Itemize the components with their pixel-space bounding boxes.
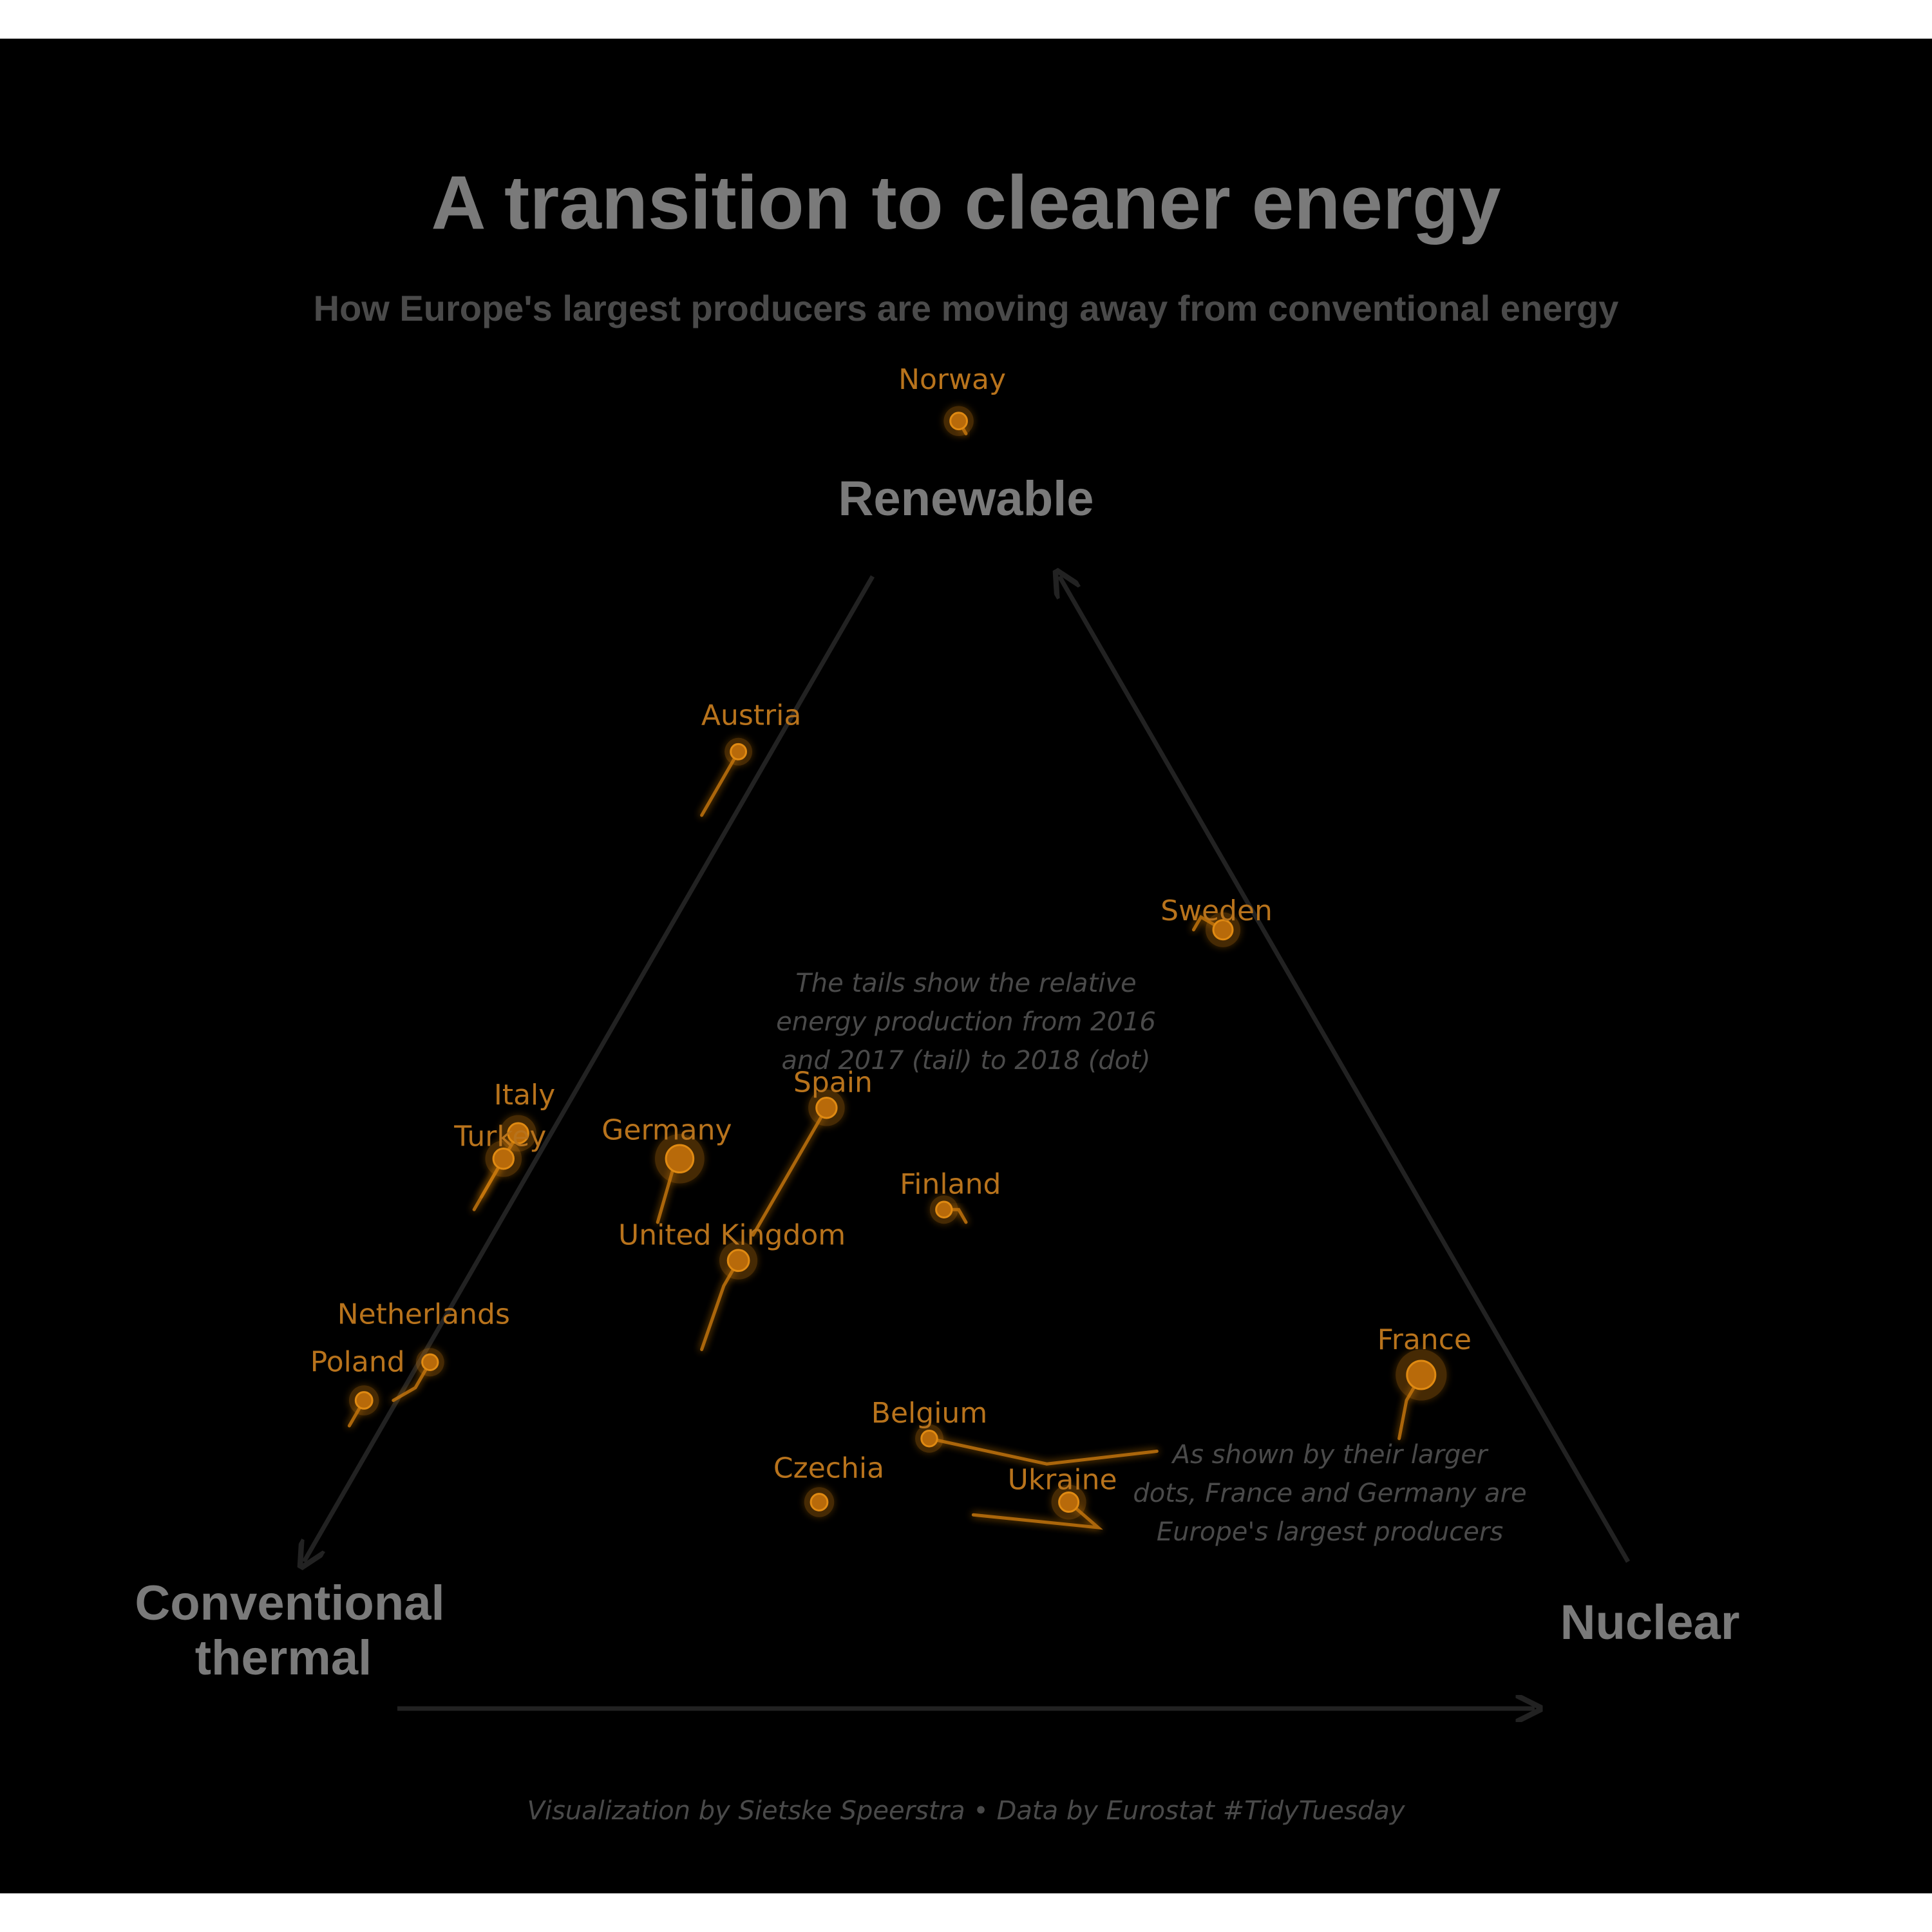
vertex-label-thermal: thermal: [195, 1631, 372, 1685]
dot-finland: [935, 1200, 953, 1218]
label-finland: Finland: [900, 1168, 1001, 1200]
dot-united-kingdom: [726, 1249, 750, 1273]
series-turkey: Turkey: [453, 1120, 546, 1211]
dot-sweden: [1212, 919, 1234, 941]
label-austria: Austria: [701, 699, 801, 732]
series-norway: Norway: [898, 363, 1006, 436]
annotation-size: As shown by their larger dots, France an…: [1133, 1440, 1526, 1547]
dot-belgium: [920, 1430, 938, 1448]
tail-austria: [700, 750, 741, 817]
series-united-kingdom: United Kingdom: [618, 1218, 846, 1351]
series-ukraine: Ukraine: [971, 1464, 1117, 1530]
dot-norway: [949, 412, 968, 431]
annotation-tails-line-2: energy production from 2016: [776, 1007, 1156, 1037]
dot-germany: [665, 1144, 695, 1174]
chart-background: [0, 39, 1932, 1893]
label-spain: Spain: [793, 1066, 873, 1099]
dot-austria: [730, 743, 748, 761]
dot-ukraine: [1058, 1492, 1080, 1513]
label-united-kingdom: United Kingdom: [618, 1218, 846, 1251]
series-belgium: Belgium: [871, 1397, 1159, 1466]
tail-spain: [751, 1106, 828, 1237]
annotation-size-line-1: As shown by their larger: [1171, 1440, 1489, 1470]
series-finland: Finland: [900, 1168, 1001, 1224]
vertex-label-conventional: Conventional: [135, 1576, 444, 1631]
series-france: France: [1378, 1323, 1472, 1441]
label-belgium: Belgium: [871, 1397, 987, 1430]
chart-title: A transition to cleaner energy: [431, 160, 1501, 245]
dot-netherlands: [421, 1353, 439, 1371]
annotation-tails-line-3: and 2017 (tail) to 2018 (dot): [782, 1046, 1151, 1075]
dot-czechia: [810, 1493, 829, 1511]
annotation-tails-line-1: The tails show the relative: [795, 969, 1136, 998]
annotation-size-line-2: dots, France and Germany are: [1133, 1479, 1526, 1508]
label-italy: Italy: [494, 1079, 555, 1112]
series-austria: Austria: [700, 699, 801, 817]
series-germany: Germany: [601, 1113, 732, 1224]
dot-spain: [815, 1097, 838, 1119]
axis-arrow-right: [1059, 576, 1631, 1563]
annotation-tails: The tails show the relative energy produ…: [776, 969, 1156, 1075]
label-czechia: Czechia: [773, 1452, 884, 1485]
dot-poland: [354, 1391, 374, 1410]
vertex-label-nuclear: Nuclear: [1560, 1595, 1740, 1650]
chart-subtitle: How Europe's largest producers are movin…: [314, 288, 1619, 328]
label-netherlands: Netherlands: [337, 1298, 510, 1331]
label-turkey: Turkey: [453, 1120, 546, 1153]
series-netherlands: Netherlands: [337, 1298, 510, 1402]
label-poland: Poland: [310, 1346, 405, 1379]
dot-france: [1406, 1359, 1437, 1390]
series-spain: Spain: [751, 1066, 873, 1237]
label-france: France: [1378, 1323, 1472, 1356]
label-ukraine: Ukraine: [1008, 1464, 1117, 1497]
data-marks: Norway Austria Sweden Spain Italy Turkey Germa…: [310, 363, 1472, 1530]
vertex-label-renewable: Renewable: [838, 471, 1094, 526]
series-czechia: Czechia: [773, 1452, 884, 1517]
label-sweden: Sweden: [1160, 895, 1273, 927]
chart-caption: Visualization by Sietske Speerstra • Dat…: [527, 1796, 1406, 1826]
dot-italy: [507, 1122, 529, 1144]
series-poland: Poland: [310, 1346, 405, 1428]
label-germany: Germany: [601, 1113, 732, 1146]
dot-turkey: [492, 1148, 515, 1170]
series-sweden: Sweden: [1160, 895, 1273, 947]
annotation-size-line-3: Europe's largest producers: [1157, 1517, 1503, 1547]
tail-belgium: [927, 1437, 1159, 1466]
label-norway: Norway: [898, 363, 1006, 396]
